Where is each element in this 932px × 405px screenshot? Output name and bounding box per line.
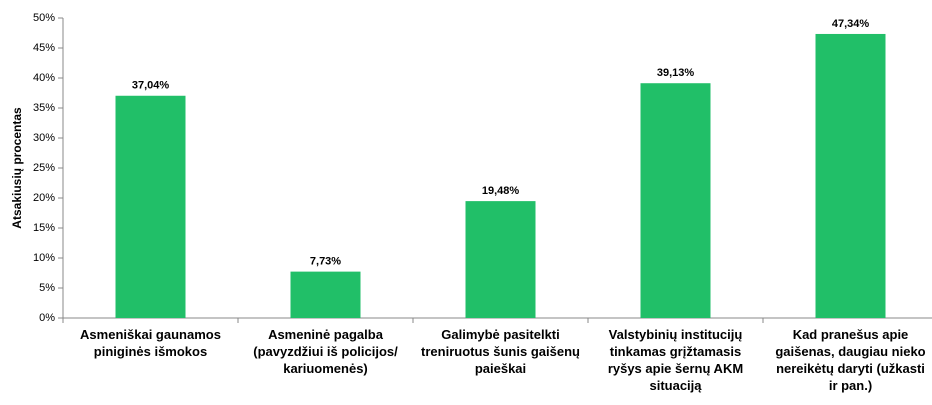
y-tick-label: 0%	[39, 312, 55, 324]
bar	[815, 33, 886, 319]
y-tick-label: 25%	[33, 162, 55, 174]
y-tick-label: 5%	[39, 282, 55, 294]
x-tick-label: Kad pranešus apie gaišenas, daugiau niek…	[775, 327, 926, 393]
y-tick-label: 30%	[33, 132, 55, 144]
bar	[465, 201, 536, 318]
y-tick-label: 20%	[33, 192, 55, 204]
value-label: 7,73%	[310, 256, 341, 268]
bar	[115, 95, 186, 318]
x-tick-label: Asmeninė pagalba (pavyzdžiui iš policijo…	[253, 327, 398, 376]
x-tick-label: Asmeniškai gaunamos piniginės išmokos	[80, 327, 221, 359]
x-tick-label: Valstybinių institucijų tinkamas grįžtam…	[607, 327, 744, 393]
y-tick-label: 50%	[33, 12, 55, 24]
value-label: 19,48%	[482, 185, 520, 197]
y-tick-label: 15%	[33, 222, 55, 234]
y-tick-label: 35%	[33, 102, 55, 114]
y-tick-label: 45%	[33, 42, 55, 54]
value-label: 37,04%	[132, 80, 170, 92]
value-label: 39,13%	[657, 67, 695, 79]
bar	[640, 83, 711, 318]
y-tick-label: 40%	[33, 72, 55, 84]
y-axis-label: Atsakiusių procentas	[10, 107, 24, 229]
x-tick-label: Galimybė pasitelkti treniruotus šunis ga…	[421, 327, 580, 376]
y-tick-label: 10%	[33, 252, 55, 264]
bar	[290, 271, 361, 318]
value-label: 47,34%	[832, 18, 870, 30]
